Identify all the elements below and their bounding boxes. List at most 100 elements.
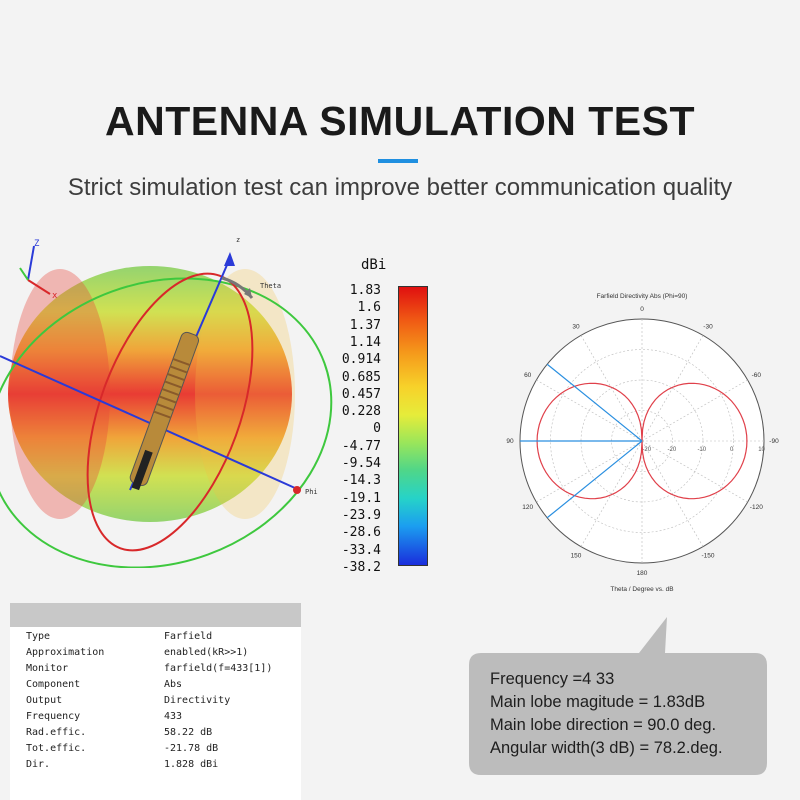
polar-xlabel: Theta / Degree vs. dB bbox=[610, 586, 673, 593]
polar-grid-spoke bbox=[641, 440, 704, 547]
scale-tick-label: 1.6 bbox=[357, 300, 381, 316]
antenna-model bbox=[129, 331, 199, 491]
polar-grid-spoke bbox=[641, 335, 704, 442]
main-z-label: z bbox=[236, 236, 240, 244]
polar-grid-ring bbox=[550, 349, 734, 533]
scale-tick-label: -14.3 bbox=[341, 473, 381, 489]
table-row-value: Farfield bbox=[164, 631, 213, 642]
summary-callout: Frequency =4 33 Main lobe magitude = 1.8… bbox=[469, 617, 767, 775]
scale-unit-label: dBi bbox=[361, 257, 387, 273]
callout-main-lobe-magnitude: Main lobe magitude = 1.83dB bbox=[490, 693, 706, 711]
polar-radial-label: -20 bbox=[642, 447, 651, 453]
table-row-label: Dir. bbox=[26, 759, 51, 770]
table-row-label: Type bbox=[26, 631, 51, 642]
polar-angle-label: 180 bbox=[637, 570, 648, 577]
table-row: Tot.effic. -21.78 dB bbox=[26, 743, 218, 754]
polar-angle-label: 30 bbox=[572, 324, 580, 331]
polar-radial-label: -20 bbox=[668, 447, 677, 453]
farfield-results-table: Type Farfield Approximation enabled(kR>>1) M… bbox=[10, 603, 301, 800]
polar-grid-ring bbox=[611, 410, 673, 472]
polar-grid-spoke bbox=[641, 440, 748, 503]
polar-angle-label: 90 bbox=[506, 438, 514, 445]
polar-radial-label: 0 bbox=[730, 447, 734, 453]
color-scale-bar bbox=[398, 286, 428, 566]
polar-title: Farfield Directivity Abs (Phi=90) bbox=[597, 293, 688, 300]
scale-tick-label: -23.9 bbox=[341, 507, 381, 523]
table-row-value: 1.828 dBi bbox=[164, 759, 219, 770]
polar-angle-label: 60 bbox=[524, 372, 532, 379]
polar-angle-label: 120 bbox=[522, 504, 533, 511]
table-row-value: -21.78 dB bbox=[164, 743, 219, 754]
table-row-value: enabled(kR>>1) bbox=[164, 647, 249, 658]
table-row: Approximation enabled(kR>>1) bbox=[26, 647, 248, 658]
polar-radial-label: 10 bbox=[758, 447, 765, 453]
scale-tick-label: 1.14 bbox=[349, 334, 381, 350]
orientation-triad: Z x bbox=[19, 239, 58, 301]
scale-tick-label: -28.6 bbox=[341, 525, 381, 541]
scale-tick-label: -4.77 bbox=[341, 438, 381, 454]
table-row-label: Component bbox=[26, 679, 81, 690]
table-row-label: Monitor bbox=[26, 663, 69, 674]
scale-tick-label: 1.83 bbox=[349, 283, 381, 298]
table-row-value: 433 bbox=[164, 711, 183, 722]
polar-angle-label: -120 bbox=[750, 504, 763, 511]
table-row-value: 58.22 dB bbox=[164, 727, 213, 738]
callout-bubble bbox=[469, 617, 767, 775]
scale-tick-label: 0.457 bbox=[341, 386, 381, 402]
table-row-value: farfield(f=433[1]) bbox=[164, 663, 273, 674]
z-axis-arrow bbox=[224, 252, 235, 266]
scale-tick-label: 0.228 bbox=[341, 404, 381, 420]
table-row: Component Abs bbox=[26, 679, 182, 690]
polar-grid-spoke bbox=[580, 440, 643, 547]
polar-grid-spoke bbox=[536, 379, 643, 442]
table-row: Type Farfield bbox=[26, 631, 212, 642]
polar-beamwidth-line bbox=[546, 440, 643, 519]
table-row: Monitor farfield(f=433[1]) bbox=[26, 663, 272, 674]
polar-grid-spoke bbox=[536, 440, 643, 503]
triad-z-label: Z bbox=[34, 239, 40, 249]
page-subtitle: Strict simulation test can improve bette… bbox=[67, 174, 733, 201]
polar-angle-label: 150 bbox=[571, 552, 582, 559]
scale-tick-label: -33.4 bbox=[341, 542, 381, 558]
polar-beamwidth-line bbox=[546, 363, 643, 442]
scale-tick-label: -38.2 bbox=[341, 559, 381, 575]
table-row-value: Directivity bbox=[164, 695, 231, 706]
triad-x-label: x bbox=[52, 291, 58, 301]
table-row-label: Rad.effic. bbox=[26, 727, 87, 738]
polar-angle-label: -60 bbox=[752, 372, 762, 379]
polar-angle-label: -150 bbox=[701, 552, 714, 559]
scale-tick-label: 1.37 bbox=[349, 317, 381, 333]
scale-tick-label: -19.1 bbox=[341, 490, 381, 506]
table-row-value: Abs bbox=[164, 679, 183, 690]
callout-frequency: Frequency =4 33 bbox=[490, 670, 615, 688]
table-row-label: Output bbox=[26, 695, 63, 706]
table-row-label: Tot.effic. bbox=[26, 743, 87, 754]
phi-label: Phi bbox=[305, 488, 318, 496]
phi-ring bbox=[0, 277, 333, 568]
farfield-3d-plot: Z x Theta z Phi bbox=[0, 236, 333, 568]
theta-label: Theta bbox=[260, 282, 281, 290]
polar-angle-label: -90 bbox=[769, 438, 779, 445]
polar-angle-label: -30 bbox=[703, 324, 713, 331]
table-row: Output Directivity bbox=[26, 695, 230, 706]
polar-grid-spoke bbox=[641, 379, 748, 442]
radiation-pattern-body bbox=[8, 266, 295, 522]
callout-main-lobe-direction: Main lobe direction = 90.0 deg. bbox=[490, 716, 717, 734]
table-row: Frequency 433 bbox=[26, 711, 182, 722]
table-row: Rad.effic. 58.22 dB bbox=[26, 727, 212, 738]
table-header-bar bbox=[10, 603, 301, 627]
scale-tick-label: -9.54 bbox=[341, 456, 381, 471]
polar-radial-label: -10 bbox=[697, 447, 706, 453]
callout-angular-width: Angular width(3 dB) = 78.2.deg. bbox=[490, 739, 723, 757]
table-row-label: Frequency bbox=[26, 711, 81, 722]
table-row-label: Approximation bbox=[26, 647, 105, 658]
theta-ring bbox=[86, 272, 254, 552]
scale-tick-label: 0.685 bbox=[341, 369, 381, 385]
title-underline bbox=[378, 159, 418, 163]
polar-angle-label: 0 bbox=[640, 306, 644, 313]
polar-directivity-plot: Farfield Directivity Abs (Phi=90) 0 30 -30 6… bbox=[506, 293, 779, 593]
scale-tick-label: 0 bbox=[373, 421, 381, 437]
polar-grid-spoke bbox=[580, 335, 643, 442]
page-title: ANTENNA SIMULATION TEST bbox=[104, 98, 696, 144]
main-x-axis bbox=[0, 355, 296, 489]
